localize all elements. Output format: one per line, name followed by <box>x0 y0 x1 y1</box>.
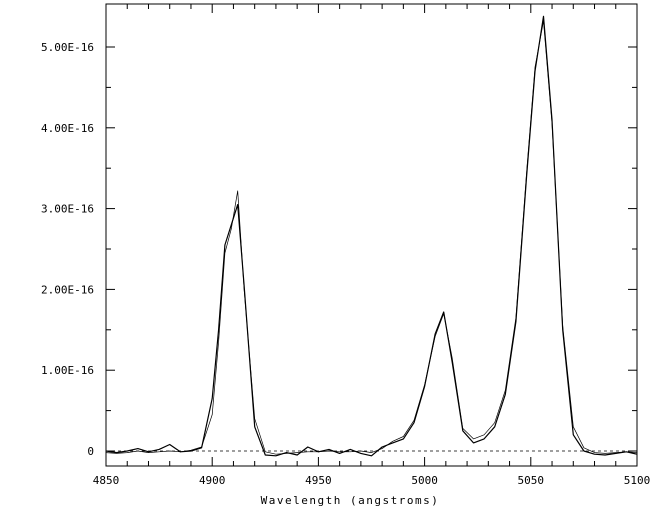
series-line-1 <box>105 15 638 457</box>
x-tick-label: 4950 <box>305 474 332 487</box>
x-tick-label: 4850 <box>93 474 120 487</box>
x-tick-labels: 4850 4900 4950 5000 5050 5100 <box>93 474 651 487</box>
y-tick-label: 4.00E-16 <box>41 122 94 135</box>
x-tick-label: 5000 <box>411 474 438 487</box>
axis-ticks-layer <box>105 4 638 466</box>
y-tick-label: 0 <box>87 445 94 458</box>
x-tick-label: 4900 <box>199 474 226 487</box>
y-tick-label: 5.00E-16 <box>41 41 94 54</box>
plot-frame <box>105 3 638 467</box>
series-line-2 <box>105 20 638 455</box>
x-tick-label: 5050 <box>518 474 545 487</box>
x-tick-label: 5100 <box>624 474 651 487</box>
y-tick-label: 3.00E-16 <box>41 203 94 216</box>
x-axis-label: Wavelength (angstroms) <box>261 494 440 507</box>
y-tick-label: 2.00E-16 <box>41 283 94 296</box>
y-tick-label: 1.00E-16 <box>41 364 94 377</box>
y-tick-labels: 0 1.00E-16 2.00E-16 3.00E-16 4.00E-16 5.00E-1… <box>41 41 94 458</box>
series-layer <box>105 15 638 457</box>
